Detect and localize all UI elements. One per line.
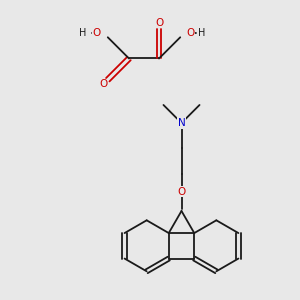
Text: O: O <box>99 79 107 89</box>
Text: O: O <box>155 17 163 28</box>
Text: N: N <box>178 118 185 128</box>
Text: H: H <box>80 28 87 38</box>
Text: O: O <box>177 187 186 197</box>
Text: O: O <box>92 28 101 38</box>
Text: O: O <box>187 28 195 38</box>
Text: H: H <box>198 28 206 38</box>
